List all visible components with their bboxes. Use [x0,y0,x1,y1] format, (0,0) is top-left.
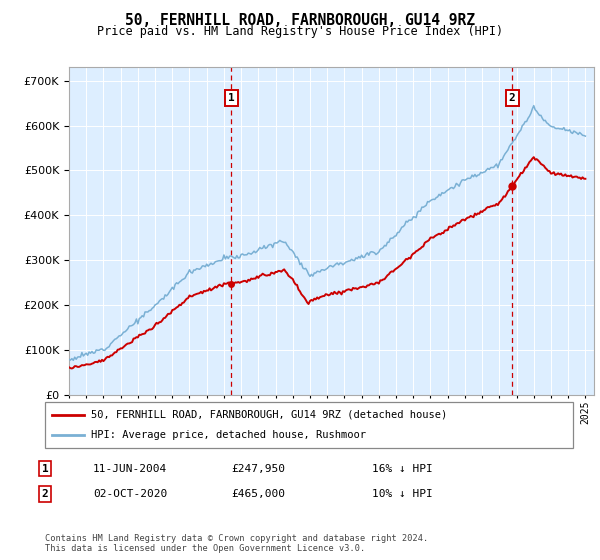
Text: £247,950: £247,950 [231,464,285,474]
Text: Price paid vs. HM Land Registry's House Price Index (HPI): Price paid vs. HM Land Registry's House … [97,25,503,39]
Text: 2: 2 [509,94,515,104]
Text: 16% ↓ HPI: 16% ↓ HPI [372,464,433,474]
Text: 11-JUN-2004: 11-JUN-2004 [93,464,167,474]
Text: 1: 1 [41,464,49,474]
Text: £465,000: £465,000 [231,489,285,499]
Text: 1: 1 [228,94,235,104]
Text: 02-OCT-2020: 02-OCT-2020 [93,489,167,499]
Text: Contains HM Land Registry data © Crown copyright and database right 2024.
This d: Contains HM Land Registry data © Crown c… [45,534,428,553]
Text: 2: 2 [41,489,49,499]
Text: 50, FERNHILL ROAD, FARNBOROUGH, GU14 9RZ (detached house): 50, FERNHILL ROAD, FARNBOROUGH, GU14 9RZ… [91,410,448,420]
Text: 10% ↓ HPI: 10% ↓ HPI [372,489,433,499]
Text: 50, FERNHILL ROAD, FARNBOROUGH, GU14 9RZ: 50, FERNHILL ROAD, FARNBOROUGH, GU14 9RZ [125,13,475,28]
Text: HPI: Average price, detached house, Rushmoor: HPI: Average price, detached house, Rush… [91,430,366,440]
